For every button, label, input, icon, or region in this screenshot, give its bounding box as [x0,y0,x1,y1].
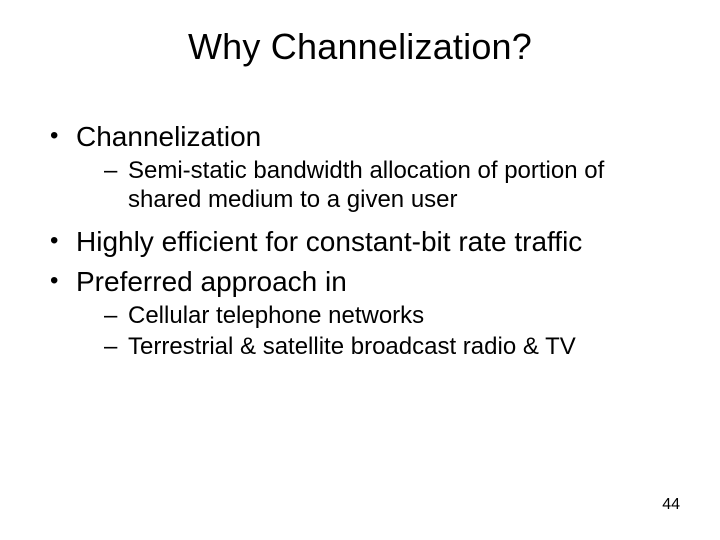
bullet-item: Channelization Semi-static bandwidth all… [46,120,660,215]
sub-bullet-text: Cellular telephone networks [128,302,424,329]
sub-bullet-list: Cellular telephone networks Terrestrial … [76,301,660,362]
slide: Why Channelization? Channelization Semi-… [0,0,720,540]
page-number: 44 [662,496,680,514]
sub-bullet-list: Semi-static bandwidth allocation of port… [76,156,660,215]
bullet-item: Highly efficient for constant-bit rate t… [46,225,660,259]
slide-body: Channelization Semi-static bandwidth all… [46,120,660,372]
sub-bullet-item: Cellular telephone networks [104,301,660,330]
bullet-list: Channelization Semi-static bandwidth all… [46,120,660,362]
bullet-item: Preferred approach in Cellular telephone… [46,265,660,362]
sub-bullet-text: Terrestrial & satellite broadcast radio … [128,333,576,360]
sub-bullet-item: Terrestrial & satellite broadcast radio … [104,332,660,361]
slide-title: Why Channelization? [0,26,720,68]
sub-bullet-item: Semi-static bandwidth allocation of port… [104,156,660,215]
sub-bullet-text: Semi-static bandwidth allocation of port… [128,157,604,213]
bullet-text: Preferred approach in [76,266,347,297]
bullet-text: Highly efficient for constant-bit rate t… [76,226,582,257]
bullet-text: Channelization [76,121,261,152]
